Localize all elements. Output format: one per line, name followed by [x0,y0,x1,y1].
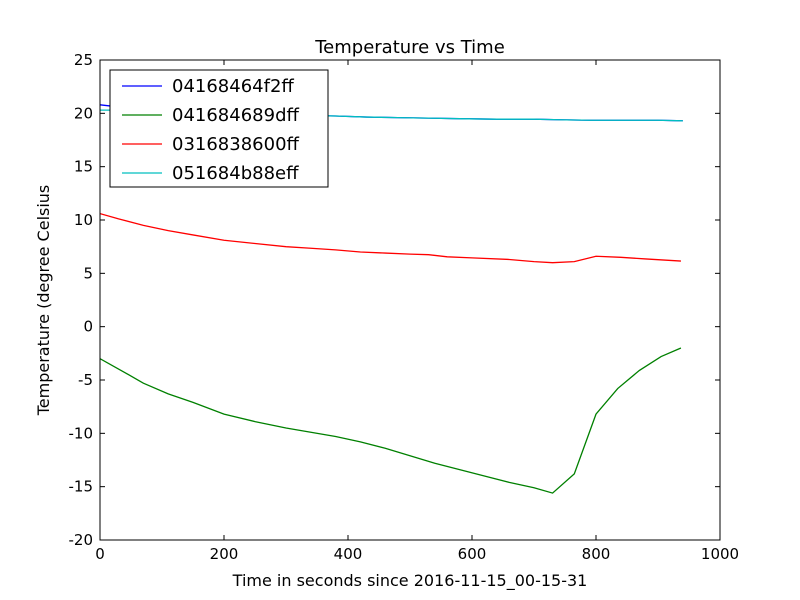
x-tick-label: 600 [458,545,487,563]
x-tick-label: 0 [95,545,105,563]
x-tick-label: 1000 [701,545,739,563]
series-line-1 [100,347,682,494]
x-tick-label: 400 [334,545,363,563]
legend-label-2: 0316838600ff [172,134,300,155]
legend-label-3: 051684b88eff [172,163,299,184]
y-tick-label: 15 [74,158,93,176]
x-tick-label: 200 [210,545,239,563]
y-tick-label: 25 [74,51,93,69]
legend-box [109,69,329,188]
plot-frame [99,59,721,541]
y-tick-label: 20 [74,104,93,122]
y-tick-label: 0 [83,318,93,336]
y-tick-label: -15 [69,478,94,496]
legend-label-1: 041684689dff [172,105,299,126]
y-tick-label: 5 [83,264,93,282]
y-tick-label: -20 [69,531,94,549]
legend-label-0: 04168464f2ff [172,76,294,97]
legend: 04168464f2ff 041684689dff 0316838600ff 0516… [109,69,329,188]
y-tick-label: -5 [78,371,93,389]
y-axis-title: Temperature (degree Celsius [34,185,53,417]
y-tick-label: 10 [74,211,93,229]
series-line-2 [100,212,681,264]
chart-title: Temperature vs Time [314,37,505,58]
x-axis-title: Time in seconds since 2016-11-15_00-15-3… [232,571,588,591]
x-tick-label: 800 [582,545,611,563]
plot-area: 0 200 400 600 800 1000 -20 -15 -10 -5 0 5 10 15 20 25 04… [69,51,740,563]
y-tick-label: -10 [69,424,94,442]
